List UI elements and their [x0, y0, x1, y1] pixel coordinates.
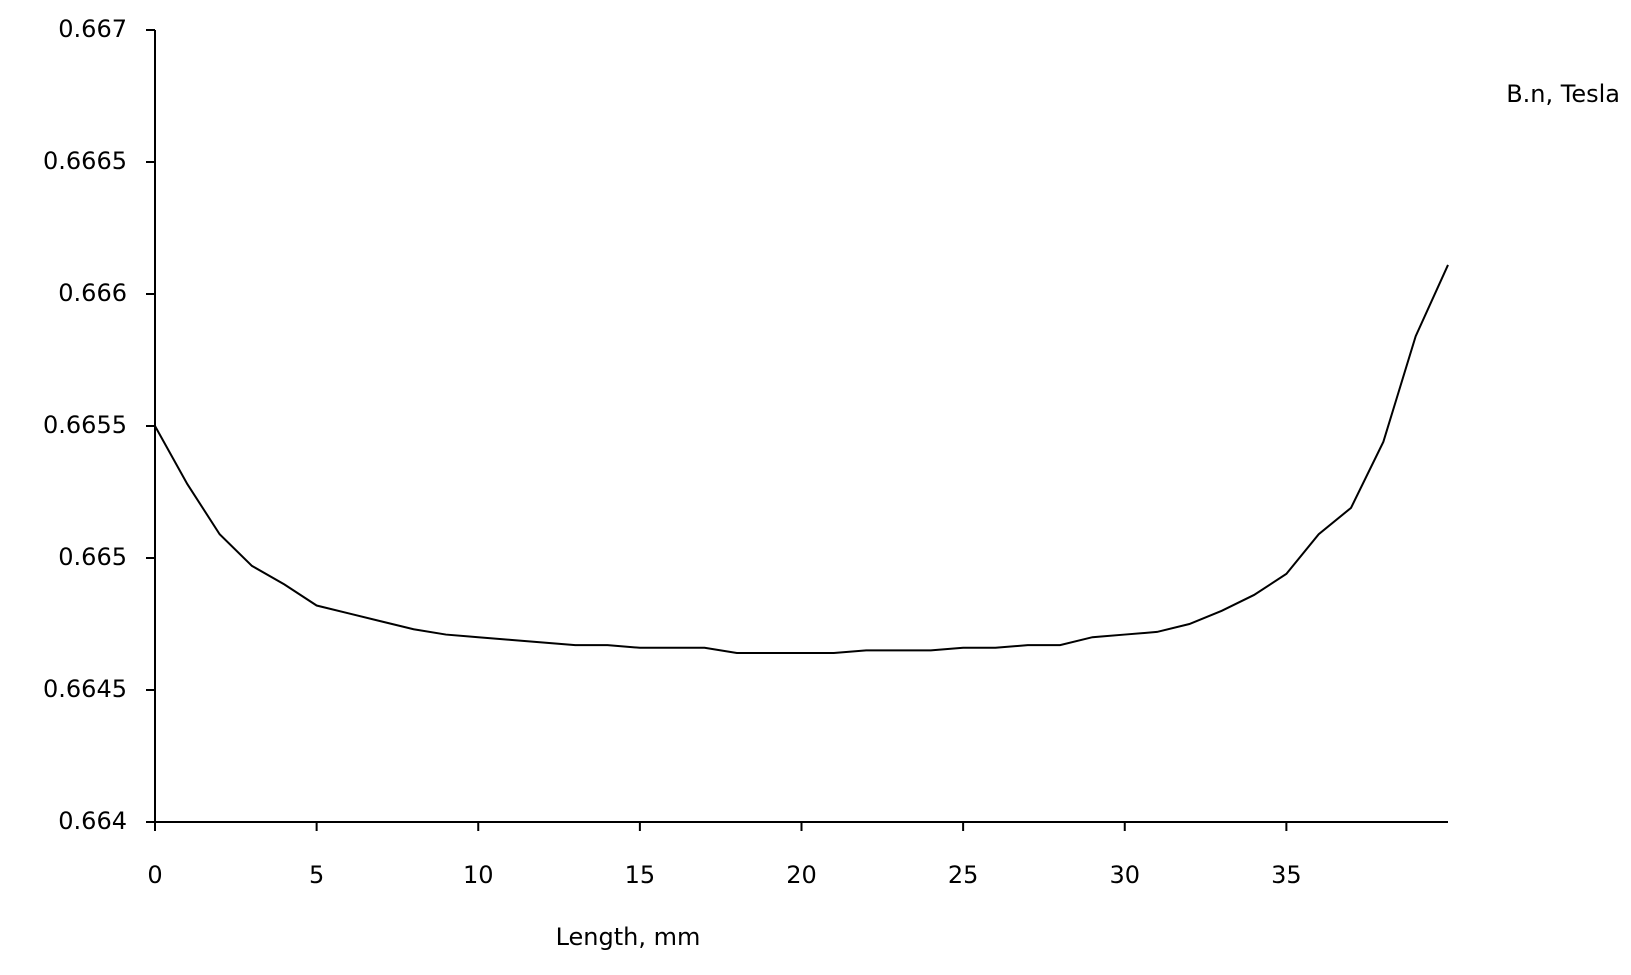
y-tick-label: 0.6645 — [43, 675, 127, 703]
x-tick-label: 35 — [1271, 861, 1302, 889]
y-tick-label: 0.6655 — [43, 411, 127, 439]
x-tick-label: 30 — [1109, 861, 1140, 889]
y-tick-label: 0.667 — [58, 15, 127, 43]
y-tick-label: 0.665 — [58, 543, 127, 571]
y-axis-title: B.n, Tesla — [1506, 80, 1620, 108]
x-tick-label: 10 — [463, 861, 494, 889]
x-tick-label: 25 — [948, 861, 979, 889]
y-tick-label: 0.664 — [58, 807, 127, 835]
x-tick-label: 20 — [786, 861, 817, 889]
y-tick-label: 0.6665 — [43, 147, 127, 175]
data-line — [154, 264, 1449, 655]
x-tick-label: 0 — [147, 861, 162, 889]
x-tick-label: 15 — [625, 861, 656, 889]
x-tick-label: 5 — [309, 861, 324, 889]
x-axis-title: Length, mm — [556, 923, 701, 951]
y-tick-label: 0.666 — [58, 279, 127, 307]
